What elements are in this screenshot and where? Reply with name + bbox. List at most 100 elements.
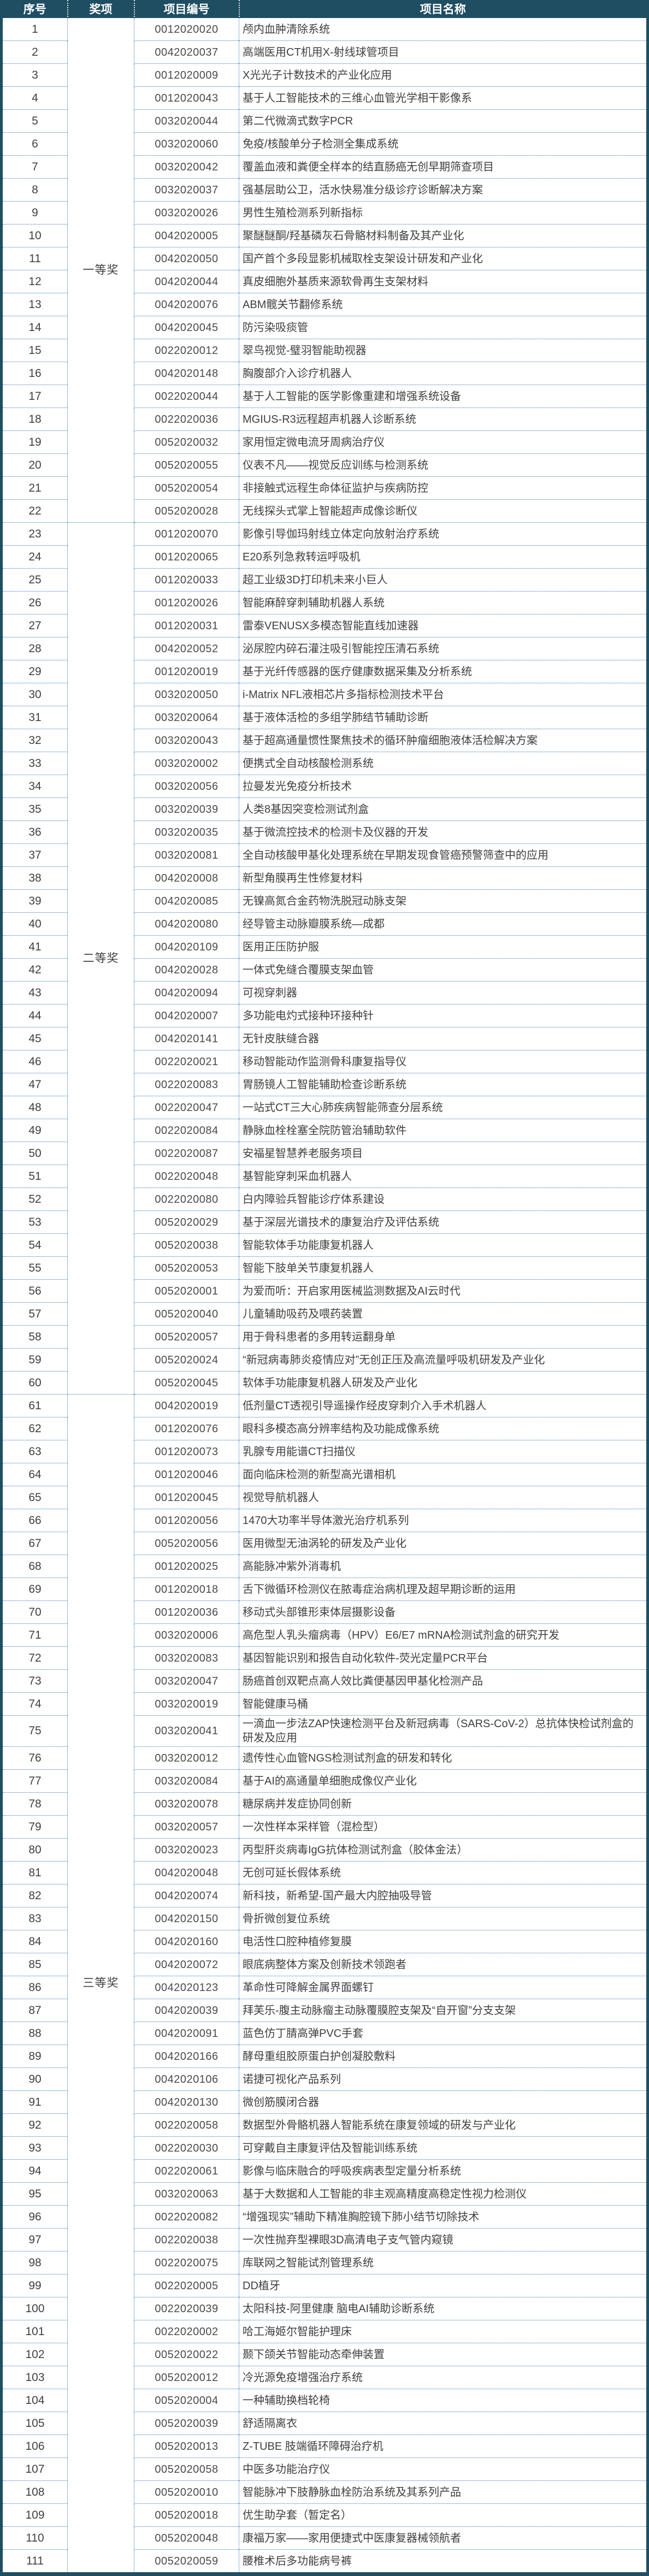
serial-number: 24 (1, 545, 68, 569)
serial-number: 8 (1, 178, 68, 202)
table-row: 37 0032020081 全自动核酸甲基化处理系统在早期发现食管癌预警筛查中的应用 (1, 843, 648, 867)
project-code: 0012020018 (134, 1577, 239, 1601)
serial-number: 104 (1, 2389, 68, 2412)
project-name: 影像引导伽玛射线立体定向放射治疗系统 (239, 522, 648, 546)
table-row: 48 0022020047 一站式CT三大心肺疾病智能筛查分层系统 (1, 1096, 648, 1119)
project-code: 0042020028 (134, 958, 239, 982)
table-row: 68 0012020025 高能脉冲紫外消毒机 (1, 1555, 648, 1578)
project-name: 智能健康马桶 (239, 1692, 648, 1716)
project-code: 0012020076 (134, 1417, 239, 1440)
project-name: 新科技，新希望-国产最大内腔抽吸导管 (239, 1884, 648, 1907)
serial-number: 23 (1, 522, 68, 546)
project-name: 泌尿腔内碎石灌注吸引智能控压清石系统 (239, 637, 648, 660)
serial-number: 108 (1, 2480, 68, 2504)
project-code: 0052020056 (134, 1532, 239, 1555)
serial-number: 71 (1, 1623, 68, 1647)
serial-number: 16 (1, 362, 68, 385)
project-code: 0022020005 (134, 2274, 239, 2297)
project-code: 0042020044 (134, 270, 239, 293)
serial-number: 100 (1, 2297, 68, 2320)
project-name: 骨折微创复位系统 (239, 1907, 648, 1930)
project-code: 0032020026 (134, 201, 239, 224)
serial-number: 87 (1, 1999, 68, 2022)
serial-number: 84 (1, 1930, 68, 1953)
project-name: 1470大功率半导体激光治疗机系列 (239, 1509, 648, 1532)
table-row: 20 0052020055 仪表不凡——视觉反应训练与检测系统 (1, 453, 648, 477)
serial-number: 48 (1, 1096, 68, 1119)
project-name: 无创可延长假体系统 (239, 1861, 648, 1884)
serial-number: 58 (1, 1325, 68, 1349)
project-name: 酵母重组胶原蛋白护创凝胶敷料 (239, 2045, 648, 2068)
table-row: 50 0022020087 安福星智慧养老服务项目 (1, 1142, 648, 1165)
project-code: 0052020040 (134, 1302, 239, 1326)
serial-number: 82 (1, 1884, 68, 1907)
project-code: 0032020050 (134, 683, 239, 706)
project-code: 0042020094 (134, 981, 239, 1005)
table-row: 33 0032020002 便携式全自动核酸检测系统 (1, 752, 648, 775)
column-header-project-name: 项目名称 (238, 0, 648, 18)
serial-number: 98 (1, 2251, 68, 2274)
table-row: 77 0032020084 基于AI的高通量单细胞成像仪产业化 (1, 1769, 648, 1793)
project-code: 0022020021 (134, 1050, 239, 1073)
table-row: 38 0042020008 新型角膜再生性修复材料 (1, 866, 648, 890)
project-code: 0042020007 (134, 1004, 239, 1027)
serial-number: 57 (1, 1302, 68, 1326)
serial-number: 101 (1, 2320, 68, 2343)
project-name: 覆盖血液和粪便全样本的结直肠癌无创早期筛查项目 (239, 155, 648, 179)
project-name: 移动式头部锥形束体层摄影设备 (239, 1600, 648, 1624)
project-name: 真皮细胞外基质来源软骨再生支架材料 (239, 270, 648, 293)
table-body: 1 一等奖 0012020020 颅内血肿清除系统 2 0042020037 高端医用CT机… (1, 17, 648, 2574)
project-name: 无针皮肤缝合器 (239, 1027, 648, 1050)
project-code: 0042020141 (134, 1027, 239, 1050)
serial-number: 95 (1, 2182, 68, 2206)
table-row: 12 0042020044 真皮细胞外基质来源软骨再生支架材料 (1, 270, 648, 293)
project-name: 低剂量CT透视引导遥操作经皮穿刺介入手术机器人 (239, 1394, 648, 1417)
serial-number: 81 (1, 1861, 68, 1884)
project-name: 舌下微循环检测仪在脓毒症治病机理及超早期诊断的运用 (239, 1577, 648, 1601)
project-code: 0052020010 (134, 2480, 239, 2504)
table-row: 43 0042020094 可视穿刺器 (1, 981, 648, 1005)
project-code: 0052020029 (134, 1210, 239, 1234)
project-code: 0012020056 (134, 1509, 239, 1532)
project-name: 视觉导航机器人 (239, 1486, 648, 1509)
project-name: “新冠病毒肺炎疫情应对”无创正压及高流量呼吸机研发及产业化 (239, 1348, 648, 1372)
serial-number: 11 (1, 247, 68, 270)
project-code: 0022020002 (134, 2320, 239, 2343)
serial-number: 44 (1, 1004, 68, 1027)
project-code: 0032020060 (134, 132, 239, 156)
project-name: 颞下颌关节智能动态牵伸装置 (239, 2343, 648, 2366)
project-code: 0012020065 (134, 545, 239, 569)
serial-number: 51 (1, 1165, 68, 1188)
project-name: 无线探头式掌上智能超声成像诊断仪 (239, 499, 648, 523)
table-row: 88 0042020091 蓝色仿丁腈高弹PVC手套 (1, 2022, 648, 2045)
project-code: 0032020078 (134, 1792, 239, 1816)
project-code: 0022020080 (134, 1187, 239, 1211)
table-row: 35 0032020039 人类8基因突变检测试剂盒 (1, 797, 648, 821)
table-row: 8 0032020037 强基层助公卫，活水快易准分级诊疗诊断解决方案 (1, 178, 648, 202)
project-code: 0042020148 (134, 362, 239, 385)
serial-number: 106 (1, 2435, 68, 2458)
project-name: 库联网之智能试剂管理系统 (239, 2251, 648, 2274)
serial-number: 96 (1, 2205, 68, 2229)
project-name: 无镍高氮合金药物洗脱冠动脉支架 (239, 889, 648, 913)
serial-number: 28 (1, 637, 68, 660)
table-row: 17 0022020044 基于人工智能的医学影像重建和增强系统设备 (1, 385, 648, 408)
serial-number: 65 (1, 1486, 68, 1509)
table-row: 51 0022020048 基智能穿刺采血机器人 (1, 1165, 648, 1188)
table-row: 13 0042020076 ABM髋关节翻修系统 (1, 293, 648, 316)
table-row: 98 0022020075 库联网之智能试剂管理系统 (1, 2251, 648, 2274)
serial-number: 22 (1, 499, 68, 523)
project-name: 防污染吸痰管 (239, 316, 648, 339)
table-row: 89 0042020166 酵母重组胶原蛋白护创凝胶敷料 (1, 2045, 648, 2068)
project-code: 0012020026 (134, 591, 239, 615)
table-row: 28 0042020052 泌尿腔内碎石灌注吸引智能控压清石系统 (1, 637, 648, 660)
project-name: 拉曼发光免疫分析技术 (239, 775, 648, 798)
project-code: 0022020083 (134, 1073, 239, 1096)
serial-number: 88 (1, 2022, 68, 2045)
project-code: 0032020047 (134, 1669, 239, 1693)
serial-number: 25 (1, 568, 68, 592)
serial-number: 26 (1, 591, 68, 615)
project-name: 超工业级3D打印机未来小巨人 (239, 568, 648, 592)
project-code: 0042020166 (134, 2045, 239, 2068)
